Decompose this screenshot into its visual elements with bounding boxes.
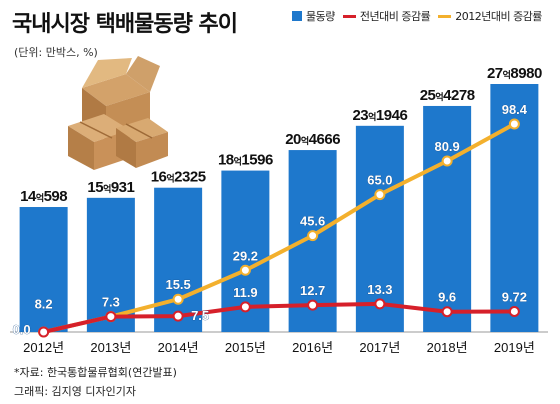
bar-value-label: 18억1596 — [218, 152, 273, 169]
cumulative-line-value-label: 15.5 — [165, 277, 190, 292]
legend-swatch-volume — [292, 11, 302, 21]
yoy-line-point — [38, 326, 50, 338]
cumulative-line-point — [307, 230, 319, 242]
unit-label: (단위: 만박스, %) — [14, 46, 98, 59]
yoy-line-value-label: 0.0 — [13, 322, 31, 337]
x-tick-label: 2012년 — [23, 340, 64, 355]
yoy-line-value-label: 9.72 — [502, 289, 527, 304]
bar — [86, 197, 135, 332]
cumulative-line — [43, 122, 516, 334]
yoy-line-point — [441, 306, 453, 318]
yoy-line-value-label: 8.2 — [35, 297, 53, 312]
x-tick-labels: 2012년 2013년 2014년 2015년 2016년 2017년 2018년 2019년 — [23, 340, 535, 355]
x-tick-label: 2019년 — [494, 340, 535, 355]
bar-value-label: 27억8980 — [487, 65, 542, 82]
x-tick-label: 2018년 — [427, 340, 468, 355]
line-series — [38, 118, 520, 338]
yoy-line-value-label: 7.3 — [102, 295, 120, 310]
credit-note: 그래픽: 김지영 디자인기자 — [14, 385, 137, 398]
yoy-line-value-label: 9.6 — [438, 290, 456, 305]
bar-value-label: 15억931 — [87, 179, 134, 196]
x-tick-label: 2017년 — [359, 340, 400, 355]
bar — [154, 187, 203, 332]
bar-value-label: 16억2325 — [151, 169, 206, 186]
legend-item-cumulative: 2012년대비 증감률 — [438, 8, 542, 24]
line-value-labels: 15.5 29.2 45.6 65.0 80.9 98.4 0.0 7.3 7.5 11.9 12.… — [12, 102, 528, 338]
bar-value-label: 25억4278 — [420, 87, 475, 104]
bar-value-label: 14억598 — [20, 188, 67, 205]
box-icon — [68, 114, 130, 170]
yoy-line-point — [105, 311, 117, 323]
legend-label-volume: 물동량 — [306, 10, 335, 23]
notes: *자료: 한국통합물류협회(연간발표) 그래픽: 김지영 디자인기자 — [14, 363, 177, 401]
yoy-line-value-label: 7.5 — [191, 308, 209, 323]
x-tick-label: 2016년 — [292, 340, 333, 355]
bar-value-labels: 14억598 15억931 16억2325 18억1596 20억4666 23억1946… — [20, 65, 542, 205]
cumulative-line-value-label: 98.4 — [502, 102, 528, 117]
yoy-line-point — [307, 299, 319, 311]
legend-item-volume: 물동량 — [292, 8, 335, 24]
cumulative-line-point — [239, 264, 251, 276]
legend-label-cumulative: 2012년대비 증감률 — [455, 10, 542, 23]
cumulative-line-point — [172, 293, 184, 305]
legend: 물동량 전년대비 증감률 2012년대비 증감률 — [292, 8, 550, 24]
cumulative-line-value-label: 45.6 — [300, 214, 325, 229]
legend-item-yoy: 전년대비 증감률 — [342, 8, 431, 24]
yoy-line — [43, 301, 515, 334]
cumulative-line-value-label: 80.9 — [434, 139, 459, 154]
cumulative-line-value-label: 65.0 — [367, 173, 392, 188]
bar-value-label: 20억4666 — [285, 131, 340, 148]
bar — [355, 125, 404, 332]
yoy-line-point — [374, 298, 386, 310]
yoy-line-value-label: 11.9 — [233, 285, 258, 300]
yoy-line-point — [239, 301, 251, 313]
legend-swatch-yoy — [342, 14, 356, 18]
yoy-line-point — [508, 305, 520, 317]
legend-label-yoy: 전년대비 증감률 — [359, 10, 431, 23]
cumulative-line-value-label: 29.2 — [233, 248, 258, 263]
x-tick-label: 2015년 — [225, 340, 266, 355]
x-tick-label: 2013년 — [90, 340, 131, 355]
bar-series — [19, 84, 539, 332]
chart-title: 국내시장 택배물동량 추이 — [12, 12, 238, 37]
bar-value-label: 23억1946 — [352, 107, 407, 124]
box-icon — [116, 118, 168, 168]
x-tick-label: 2014년 — [158, 340, 199, 355]
yoy-line-value-label: 13.3 — [367, 282, 392, 297]
yoy-line-point — [172, 310, 184, 322]
source-note: *자료: 한국통합물류협회(연간발표) — [14, 366, 177, 379]
cumulative-line-point — [441, 155, 453, 167]
cardboard-boxes-illustration — [68, 56, 168, 170]
legend-swatch-cumulative — [438, 14, 452, 18]
yoy-line-value-label: 12.7 — [300, 283, 325, 298]
bar — [19, 207, 68, 332]
cumulative-line-point — [508, 118, 520, 130]
cumulative-line-point — [374, 189, 386, 201]
bar — [423, 105, 472, 332]
